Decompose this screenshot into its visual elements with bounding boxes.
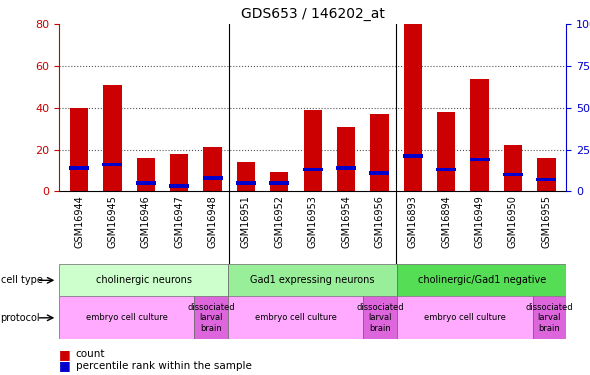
Text: GSM16948: GSM16948 bbox=[208, 195, 218, 248]
Bar bbox=[270, 172, 289, 191]
Bar bbox=[204, 147, 222, 191]
Text: percentile rank within the sample: percentile rank within the sample bbox=[76, 361, 251, 370]
Bar bbox=[136, 181, 156, 185]
Text: GSM16944: GSM16944 bbox=[74, 195, 84, 248]
Bar bbox=[363, 296, 397, 339]
Text: GSM16956: GSM16956 bbox=[375, 195, 385, 248]
Text: embryo cell culture: embryo cell culture bbox=[86, 314, 168, 322]
Bar bbox=[404, 24, 422, 191]
Bar bbox=[337, 127, 355, 191]
Text: GSM16893: GSM16893 bbox=[408, 195, 418, 248]
Text: GSM16947: GSM16947 bbox=[174, 195, 184, 248]
Bar bbox=[537, 158, 556, 191]
Text: GSM16954: GSM16954 bbox=[341, 195, 351, 248]
Bar bbox=[403, 154, 423, 158]
Bar bbox=[69, 166, 89, 170]
Text: dissociated
larval
brain: dissociated larval brain bbox=[526, 303, 573, 333]
Text: Gad1 expressing neurons: Gad1 expressing neurons bbox=[250, 275, 375, 285]
Bar bbox=[470, 158, 490, 161]
Bar bbox=[70, 108, 88, 191]
Bar bbox=[437, 112, 455, 191]
Bar bbox=[536, 178, 556, 182]
Bar bbox=[59, 296, 194, 339]
Text: GSM16955: GSM16955 bbox=[542, 195, 552, 248]
Text: GSM16952: GSM16952 bbox=[274, 195, 284, 248]
Bar bbox=[269, 181, 289, 185]
Bar bbox=[371, 114, 389, 191]
Bar bbox=[436, 168, 456, 171]
Text: GSM16945: GSM16945 bbox=[107, 195, 117, 248]
Text: count: count bbox=[76, 350, 105, 359]
Bar bbox=[103, 85, 122, 191]
Text: embryo cell culture: embryo cell culture bbox=[255, 314, 337, 322]
Bar bbox=[236, 181, 256, 185]
Text: GSM16951: GSM16951 bbox=[241, 195, 251, 248]
Bar bbox=[169, 184, 189, 188]
Text: GSM16949: GSM16949 bbox=[474, 195, 484, 248]
Text: ■: ■ bbox=[59, 348, 71, 361]
Text: GSM16953: GSM16953 bbox=[308, 195, 317, 248]
Bar bbox=[303, 110, 322, 191]
Text: cell type: cell type bbox=[1, 275, 42, 285]
Title: GDS653 / 146202_at: GDS653 / 146202_at bbox=[241, 7, 385, 21]
Text: GSM16946: GSM16946 bbox=[141, 195, 151, 248]
Text: ■: ■ bbox=[59, 359, 71, 372]
Bar bbox=[504, 146, 522, 191]
Bar bbox=[103, 163, 123, 166]
Bar bbox=[303, 168, 323, 171]
Text: dissociated
larval
brain: dissociated larval brain bbox=[188, 303, 235, 333]
Text: dissociated
larval
brain: dissociated larval brain bbox=[356, 303, 404, 333]
Text: embryo cell culture: embryo cell culture bbox=[424, 314, 506, 322]
Bar bbox=[336, 166, 356, 170]
Bar bbox=[137, 158, 155, 191]
Text: cholinergic neurons: cholinergic neurons bbox=[96, 275, 192, 285]
Text: protocol: protocol bbox=[1, 313, 40, 323]
Bar bbox=[470, 79, 489, 191]
Bar bbox=[533, 296, 566, 339]
Bar bbox=[397, 264, 566, 296]
Text: cholinergic/Gad1 negative: cholinergic/Gad1 negative bbox=[418, 275, 546, 285]
Bar bbox=[228, 264, 397, 296]
Bar bbox=[237, 162, 255, 191]
Bar bbox=[59, 264, 228, 296]
Bar bbox=[397, 296, 533, 339]
Text: GSM16894: GSM16894 bbox=[441, 195, 451, 248]
Text: GSM16950: GSM16950 bbox=[508, 195, 518, 248]
Bar bbox=[228, 296, 363, 339]
Bar bbox=[503, 172, 523, 177]
Bar bbox=[194, 296, 228, 339]
Bar bbox=[170, 154, 188, 191]
Bar bbox=[202, 176, 222, 180]
Bar bbox=[369, 171, 389, 175]
